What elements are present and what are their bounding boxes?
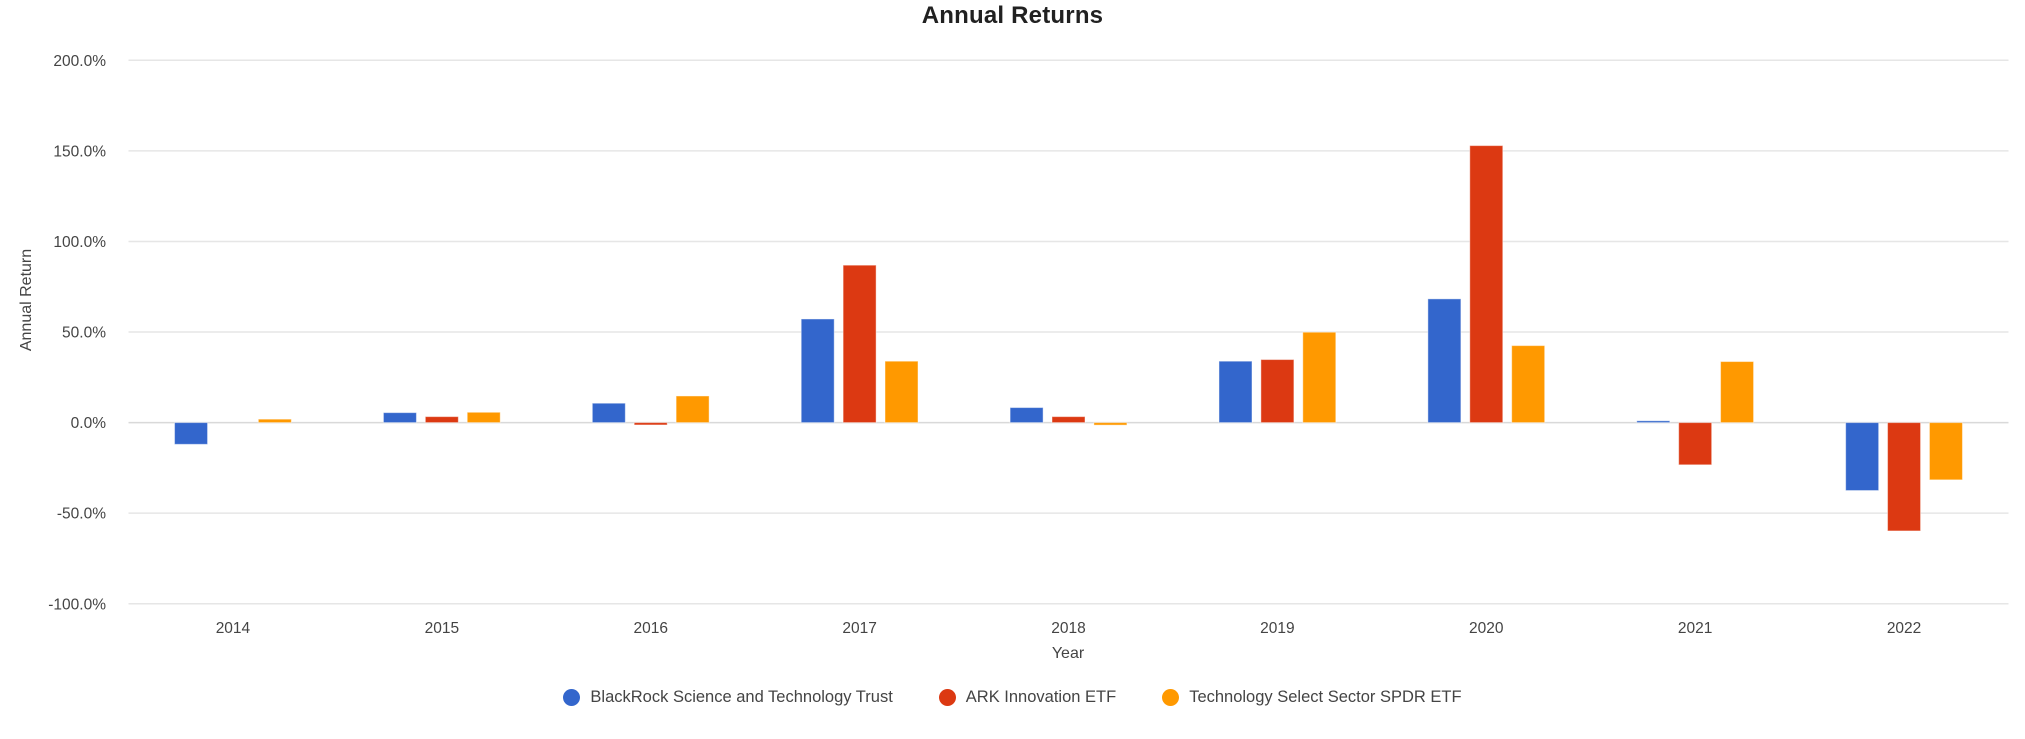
bar-2015-series1[interactable]	[424, 416, 459, 424]
x-tick-label-2019: 2019	[1260, 620, 1294, 637]
plot-area[interactable]: 200.0% 150.0% 100.0% 50.0% 0.0% -50.0% -100.0%…	[0, 0, 2025, 680]
legend-item-0[interactable]: BlackRock Science and Technology Trust	[563, 688, 893, 707]
y-tick-label: -50.0%	[57, 506, 106, 523]
bar-2016-series0[interactable]	[591, 402, 626, 424]
x-tick-label-2022: 2022	[1887, 620, 1921, 637]
bar-2018-series2[interactable]	[1093, 422, 1128, 426]
bar-2018-series0[interactable]	[1009, 407, 1044, 424]
bar-2016-series1[interactable]	[633, 422, 668, 426]
x-tick-label-2018: 2018	[1051, 620, 1085, 637]
legend-item-1[interactable]: ARK Innovation ETF	[938, 688, 1117, 707]
legend-label: Technology Select Sector SPDR ETF	[1189, 688, 1462, 706]
x-axis-title: Year	[1051, 645, 1085, 662]
bar-2020-series1[interactable]	[1469, 145, 1504, 424]
bar-2020-series2[interactable]	[1511, 345, 1546, 424]
legend-dot-icon	[563, 689, 581, 706]
bar-2022-series0[interactable]	[1845, 422, 1880, 492]
chart-title: Annual Returns	[921, 2, 1104, 29]
y-tick-label: 200.0%	[53, 53, 106, 70]
bar-2021-series1[interactable]	[1678, 422, 1713, 466]
legend-item-2[interactable]: Technology Select Sector SPDR ETF	[1162, 688, 1462, 707]
bar-2019-series0[interactable]	[1218, 360, 1253, 424]
bar-2014-series0[interactable]	[174, 422, 209, 445]
legend-dot-icon	[1162, 689, 1180, 706]
x-tick-label-2021: 2021	[1678, 620, 1712, 637]
bar-2018-series1[interactable]	[1051, 416, 1086, 424]
y-tick-label: 0.0%	[71, 415, 107, 432]
legend-label: ARK Innovation ETF	[965, 688, 1117, 706]
bar-2017-series2[interactable]	[884, 360, 919, 424]
bar-2015-series2[interactable]	[466, 411, 501, 424]
x-tick-label-2014: 2014	[216, 620, 251, 637]
bar-2016-series2[interactable]	[675, 395, 710, 424]
bar-2022-series1[interactable]	[1887, 422, 1922, 532]
y-tick-label: 50.0%	[62, 325, 106, 342]
bar-2015-series0[interactable]	[382, 412, 417, 424]
bar-2017-series1[interactable]	[842, 264, 877, 424]
legend-dot-icon	[938, 689, 956, 706]
bar-2019-series1[interactable]	[1260, 359, 1295, 424]
y-tick-label: -100.0%	[48, 596, 106, 613]
y-tick-label: 100.0%	[53, 234, 106, 251]
y-tick-label: 150.0%	[53, 143, 106, 160]
legend: BlackRock Science and Technology Trust AR…	[0, 688, 2025, 707]
bar-2019-series2[interactable]	[1302, 331, 1337, 424]
bar-2022-series2[interactable]	[1928, 422, 1963, 481]
bar-2021-series0[interactable]	[1636, 420, 1671, 424]
x-tick-label-2020: 2020	[1469, 620, 1504, 637]
x-tick-label-2016: 2016	[633, 620, 667, 637]
bar-2020-series0[interactable]	[1427, 298, 1462, 424]
legend-label: BlackRock Science and Technology Trust	[590, 688, 893, 706]
x-tick-label-2015: 2015	[425, 620, 459, 637]
bar-2021-series2[interactable]	[1720, 361, 1755, 424]
bar-2014-series2[interactable]	[257, 418, 292, 424]
bar-2017-series0[interactable]	[800, 318, 835, 424]
x-tick-label-2017: 2017	[842, 620, 876, 637]
